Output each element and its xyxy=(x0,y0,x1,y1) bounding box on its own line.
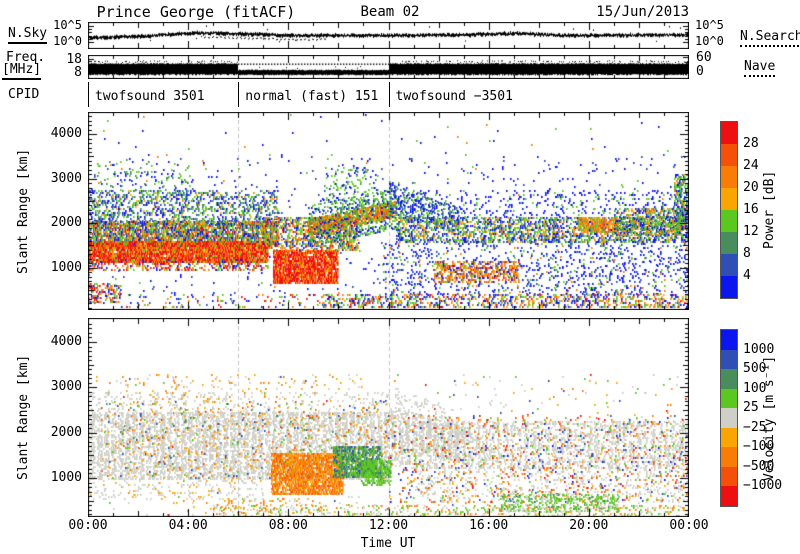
velocity-panel-canvas xyxy=(88,318,689,517)
nsky-legend-label: N.Sky xyxy=(8,26,48,44)
colorbar-frame xyxy=(720,121,738,299)
cpid-segment-label: twofsound 3501 xyxy=(95,89,205,104)
colorbar-segment xyxy=(721,447,737,467)
cpid-row-label: CPID xyxy=(8,87,40,102)
colorbar-segment xyxy=(721,254,737,276)
power-colorbar-title: Power [dB] xyxy=(762,170,777,250)
cpid-segment-label: twofsound −3501 xyxy=(395,89,513,104)
colorbar-segment xyxy=(721,122,737,144)
freq-axis-bottom-right: 0 xyxy=(696,64,704,79)
colorbar-segment xyxy=(721,349,737,369)
colorbar-segment xyxy=(721,276,737,298)
time-tick-label: 04:00 xyxy=(168,518,208,533)
range-tick-label: 4000 xyxy=(50,126,82,142)
colorbar-label: 8 xyxy=(743,246,751,261)
colorbar-frame xyxy=(720,329,738,507)
colorbar-segment xyxy=(721,166,737,188)
xaxis-title: Time UT xyxy=(360,536,416,551)
colorbar-segment xyxy=(721,388,737,408)
nsky-axis-bottom-left: 10^0 xyxy=(53,34,82,48)
time-tick-label: 00:00 xyxy=(68,518,108,533)
nsearch-legend-label: N.Search xyxy=(740,29,800,47)
colorbar-label: −1000 xyxy=(743,478,783,493)
colorbar-label: 1000 xyxy=(743,341,775,357)
colorbar-label: 28 xyxy=(743,136,759,151)
colorbar-label: 4 xyxy=(743,268,751,283)
cpid-segment-label: normal (fast) 151 xyxy=(245,89,379,104)
colorbar-label: 12 xyxy=(743,224,759,239)
cpid-divider xyxy=(88,82,89,107)
colorbar-segment xyxy=(721,486,737,506)
colorbar-label: 500 xyxy=(743,361,767,376)
freq-axis-bottom-left: 8 xyxy=(74,65,82,80)
range-tick-label: 1000 xyxy=(50,259,82,275)
colorbar-segment xyxy=(721,408,737,428)
beam-label: Beam 02 xyxy=(360,4,420,20)
colorbar-label: 24 xyxy=(743,158,759,173)
freq-legend-label-line2: [MHz] xyxy=(2,62,42,80)
colorbar-label: 100 xyxy=(743,380,767,396)
freq-axis-top-left: 18 xyxy=(66,52,82,67)
freq-panel-canvas xyxy=(88,55,689,79)
freq-axis-top-right: 60 xyxy=(696,50,712,65)
range-tick-label: 4000 xyxy=(50,334,82,349)
colorbar-label: −100 xyxy=(743,439,775,454)
range-tick-label: 2000 xyxy=(50,215,82,231)
colorbar-segment xyxy=(721,232,737,254)
nsky-panel-canvas xyxy=(88,22,689,49)
colorbar-label: 16 xyxy=(743,202,759,217)
range-tick-label: 2000 xyxy=(50,424,82,440)
nave-legend-label: Nave xyxy=(744,59,776,77)
colorbar-segment xyxy=(721,427,737,447)
range-tick-label: 3000 xyxy=(50,379,82,395)
nsky-axis-top-right: 10^5 xyxy=(695,18,724,32)
page-title: Prince George (fitACF) xyxy=(96,3,296,21)
range-tick-label: 3000 xyxy=(50,170,82,186)
colorbar-label: 25 xyxy=(743,400,759,415)
colorbar-label: −500 xyxy=(743,458,775,474)
nsky-axis-bottom-right: 10^0 xyxy=(695,34,724,48)
time-tick-label: 08:00 xyxy=(268,518,308,533)
range-tick-label: 1000 xyxy=(50,470,82,485)
colorbar-segment xyxy=(721,466,737,486)
cpid-divider xyxy=(388,82,390,107)
colorbar-label: 20 xyxy=(743,180,759,195)
time-tick-label: 20:00 xyxy=(569,518,609,533)
colorbar-label: −25 xyxy=(743,419,767,435)
freq-legend-label-line1: Freq. xyxy=(6,50,46,65)
cpid-divider xyxy=(238,82,240,107)
power-panel-canvas xyxy=(88,112,689,310)
time-tick-label: 16:00 xyxy=(469,518,509,533)
velocity-yaxis-title: Slant Range [km] xyxy=(16,354,31,481)
colorbar-segment xyxy=(721,144,737,166)
date-label: 15/Jun/2013 xyxy=(596,4,689,20)
time-tick-label: 00:00 xyxy=(669,518,709,533)
colorbar-segment xyxy=(721,188,737,210)
colorbar-segment xyxy=(721,330,737,350)
nsky-axis-top-left: 10^5 xyxy=(53,18,82,32)
colorbar-segment xyxy=(721,210,737,232)
time-tick-label: 12:00 xyxy=(368,518,409,533)
power-yaxis-title: Slant Range [km] xyxy=(16,148,31,274)
colorbar-segment xyxy=(721,369,737,389)
